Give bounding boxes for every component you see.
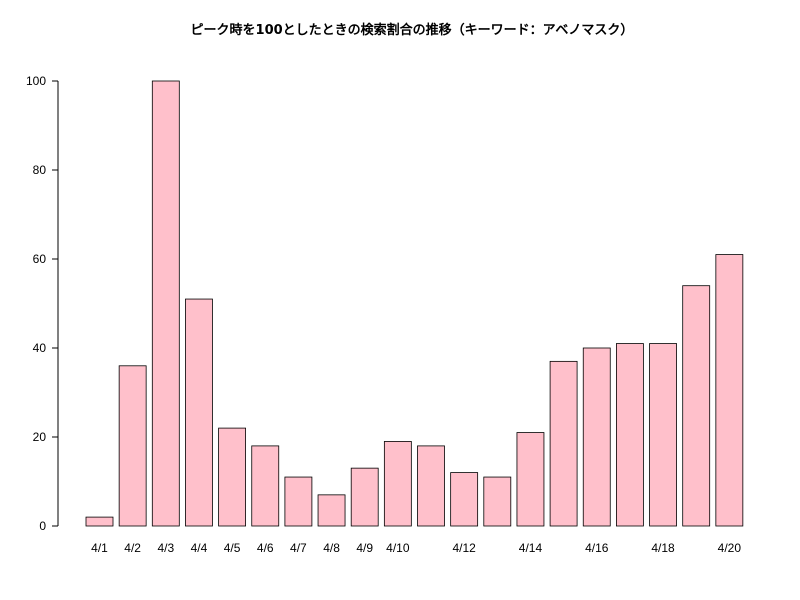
bar-4-11	[417, 445, 445, 527]
x-axis-labels: 4/1 4/2 4/3 4/4 4/5 4/6 4/7 4/8 4/9 4/10 4/12 4/14 4…	[91, 541, 741, 555]
bars	[85, 80, 744, 527]
bar-4-13	[483, 476, 512, 527]
x-tick-label: 4/2	[124, 541, 141, 555]
x-tick-label: 4/16	[585, 541, 609, 555]
x-tick-label: 4/10	[386, 541, 410, 555]
y-tick-label: 80	[33, 163, 47, 177]
bar-4-5	[218, 427, 247, 527]
bar-4-15	[549, 360, 578, 527]
y-tick-label: 100	[26, 74, 46, 88]
bar-4-1	[85, 516, 114, 527]
x-tick-label: 4/3	[157, 541, 174, 555]
y-axis: 0 20 40 60 80 100	[26, 74, 59, 533]
x-tick-label: 4/6	[257, 541, 274, 555]
bar-4-4	[185, 298, 213, 527]
x-tick-label: 4/9	[356, 541, 373, 555]
x-tick-label: 4/5	[224, 541, 241, 555]
x-tick-label: 4/7	[290, 541, 307, 555]
bar-4-10	[383, 441, 412, 527]
bar-4-6	[251, 445, 280, 527]
bar-4-8	[317, 494, 346, 527]
x-tick-label: 4/18	[651, 541, 675, 555]
y-tick-label: 40	[33, 341, 47, 355]
x-tick-label: 4/8	[323, 541, 340, 555]
x-tick-label: 4/20	[718, 541, 742, 555]
bar-4-14	[516, 432, 545, 527]
bar-4-2	[118, 365, 147, 527]
chart-title: ピーク時を100としたときの検索割合の推移（キーワード：アベノマスク）	[191, 22, 634, 38]
bar-4-20	[715, 254, 744, 527]
bar-4-3	[151, 80, 180, 527]
bar-4-19	[682, 285, 711, 527]
bar-4-9	[350, 467, 379, 527]
y-tick-label: 20	[33, 430, 47, 444]
y-tick-label: 60	[33, 252, 47, 266]
y-tick-label: 0	[39, 519, 46, 533]
bar-4-17	[616, 343, 644, 527]
x-tick-label: 4/4	[191, 541, 208, 555]
x-tick-label: 4/12	[452, 541, 476, 555]
bar-4-12	[450, 472, 479, 527]
bar-4-7	[284, 476, 313, 527]
bar-4-16	[582, 347, 611, 527]
x-tick-label: 4/1	[91, 541, 108, 555]
bar-4-18	[649, 343, 677, 527]
x-tick-label: 4/14	[519, 541, 543, 555]
